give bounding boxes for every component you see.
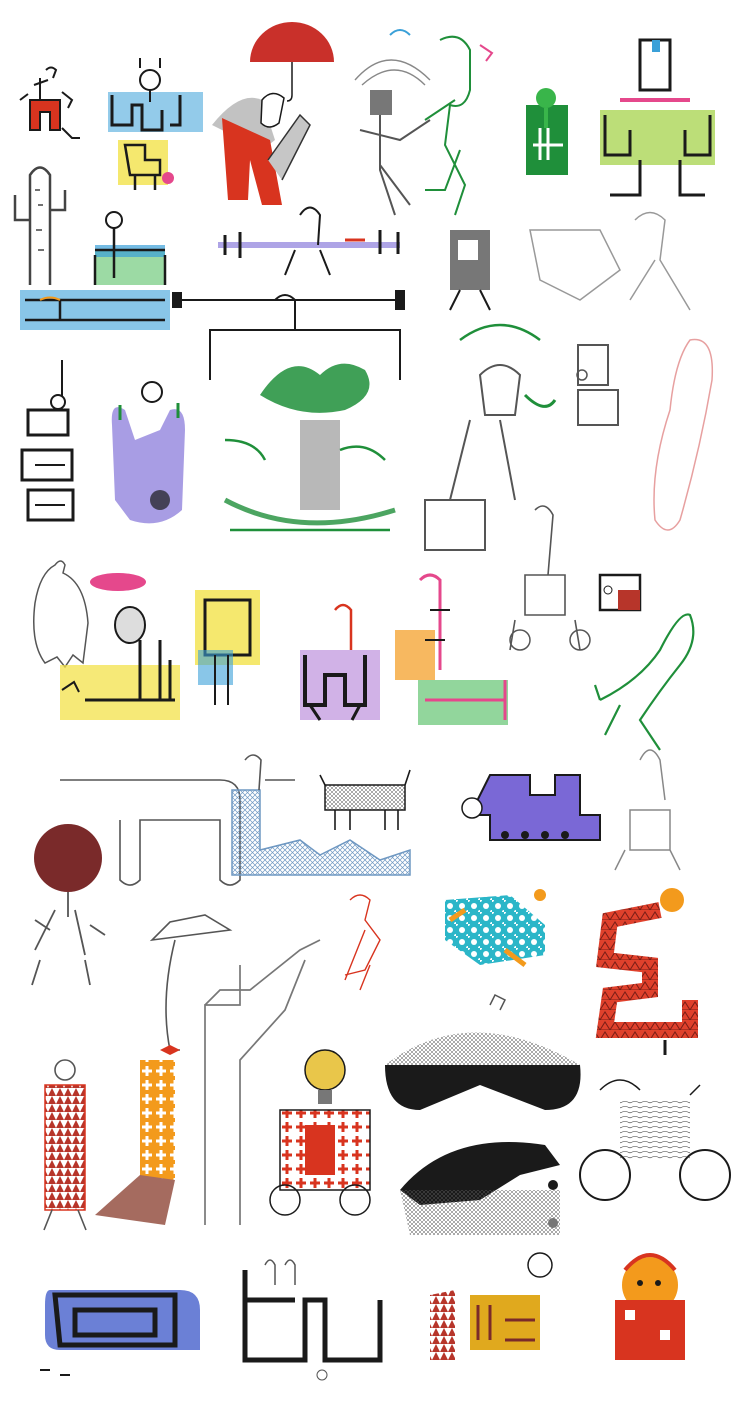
figure-green-horned (424, 323, 557, 551)
figure-pencil-boxes (576, 344, 619, 426)
figure-black-dome (385, 993, 581, 1110)
figure-green-card (526, 88, 568, 175)
figure-red-tower (43, 1059, 87, 1231)
figure-pencil-arch (60, 779, 241, 886)
figure-yellow-frame (195, 590, 260, 705)
figure-green-cowboy (223, 363, 396, 532)
figure-hat-man (95, 914, 233, 1225)
figure-lime-robot (600, 38, 715, 197)
figure-purple-bar (218, 206, 400, 276)
figure-bicycle-scribble (579, 1079, 731, 1201)
figure-orange-head (615, 1253, 685, 1360)
figure-pencil-ghost (33, 560, 89, 669)
figure-green-lizard (593, 613, 695, 751)
figure-camera-robot (449, 230, 491, 311)
figure-barbell (172, 290, 405, 380)
figure-hatched-boat (231, 754, 411, 876)
figure-blue-black-loop (40, 1290, 200, 1376)
figure-red-pants-small (19, 66, 80, 139)
figure-gray-dog (319, 769, 411, 830)
figure-maroon-gold (430, 1252, 553, 1360)
figure-black-stack (20, 360, 75, 522)
figure-blue-green-table (20, 211, 170, 330)
figure-neon-mix (395, 573, 508, 725)
figure-cactus (13, 166, 67, 285)
figure-green-tall (424, 35, 494, 216)
figure-pencil-stretch (204, 939, 321, 1225)
figure-red-outline-jump (344, 894, 381, 991)
figure-blue-violet-blob (111, 381, 185, 524)
figure-maroon-ball (31, 824, 106, 986)
figure-purple-train (461, 774, 601, 841)
figure-lightbulb (269, 1049, 371, 1216)
figure-pencil-swing (354, 29, 431, 216)
figure-red-umbrella (212, 22, 334, 205)
figure-pale-red-outline (653, 338, 714, 531)
figure-pencil-lounging (529, 211, 691, 311)
figure-pencil-seated (509, 505, 591, 651)
figure-blue-yellow-robot (108, 58, 203, 190)
figure-sombrero-skull (60, 573, 180, 720)
figure-teal-damask (445, 889, 546, 967)
figure-violet-robot (300, 603, 380, 721)
figure-pencil-sitting (614, 749, 681, 871)
figure-black-wave (400, 1142, 560, 1235)
figure-brown-box (598, 573, 642, 612)
figure-black-frames (242, 1259, 383, 1381)
figure-red-triangle-snake (595, 888, 698, 1055)
